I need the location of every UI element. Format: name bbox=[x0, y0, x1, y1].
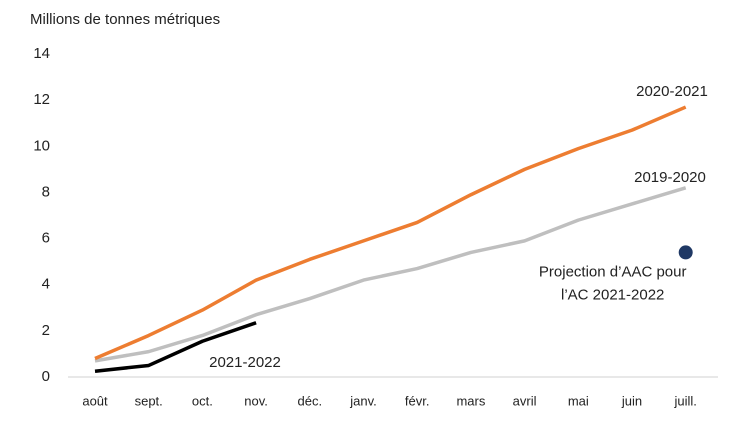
x-tick-label: juin bbox=[621, 393, 642, 408]
x-tick-label: mai bbox=[568, 393, 589, 408]
projection-label: Projection d’AAC pour bbox=[539, 263, 687, 280]
series-label: 2019-2020 bbox=[634, 169, 706, 186]
x-tick-label: sept. bbox=[135, 393, 163, 408]
series-line bbox=[94, 321, 257, 373]
y-tick-label: 10 bbox=[33, 137, 50, 154]
y-tick-label: 8 bbox=[42, 183, 50, 200]
series-label: 2020-2021 bbox=[636, 83, 708, 100]
series-line bbox=[94, 186, 687, 363]
projection-label: l’AC 2021-2022 bbox=[561, 286, 664, 303]
projection-point bbox=[678, 245, 693, 260]
y-tick-label: 0 bbox=[42, 368, 50, 385]
x-tick-label: nov. bbox=[244, 393, 268, 408]
y-tick-label: 4 bbox=[42, 276, 50, 293]
series-label: 2021-2022 bbox=[209, 354, 281, 371]
x-tick-label: août bbox=[82, 393, 108, 408]
x-tick-label: mars bbox=[456, 393, 485, 408]
x-tick-label: janv. bbox=[349, 393, 377, 408]
x-tick-label: oct. bbox=[192, 393, 213, 408]
x-tick-label: févr. bbox=[405, 393, 430, 408]
x-tick-label: avril bbox=[513, 393, 537, 408]
y-tick-label: 2 bbox=[42, 322, 50, 339]
y-tick-label: 14 bbox=[33, 45, 50, 62]
y-tick-label: 6 bbox=[42, 230, 50, 247]
x-tick-label: juill. bbox=[673, 393, 696, 408]
y-tick-label: 12 bbox=[33, 91, 50, 108]
x-tick-label: déc. bbox=[298, 393, 323, 408]
series-line bbox=[94, 105, 687, 361]
y-axis-title: Millions de tonnes métriques bbox=[30, 11, 220, 28]
